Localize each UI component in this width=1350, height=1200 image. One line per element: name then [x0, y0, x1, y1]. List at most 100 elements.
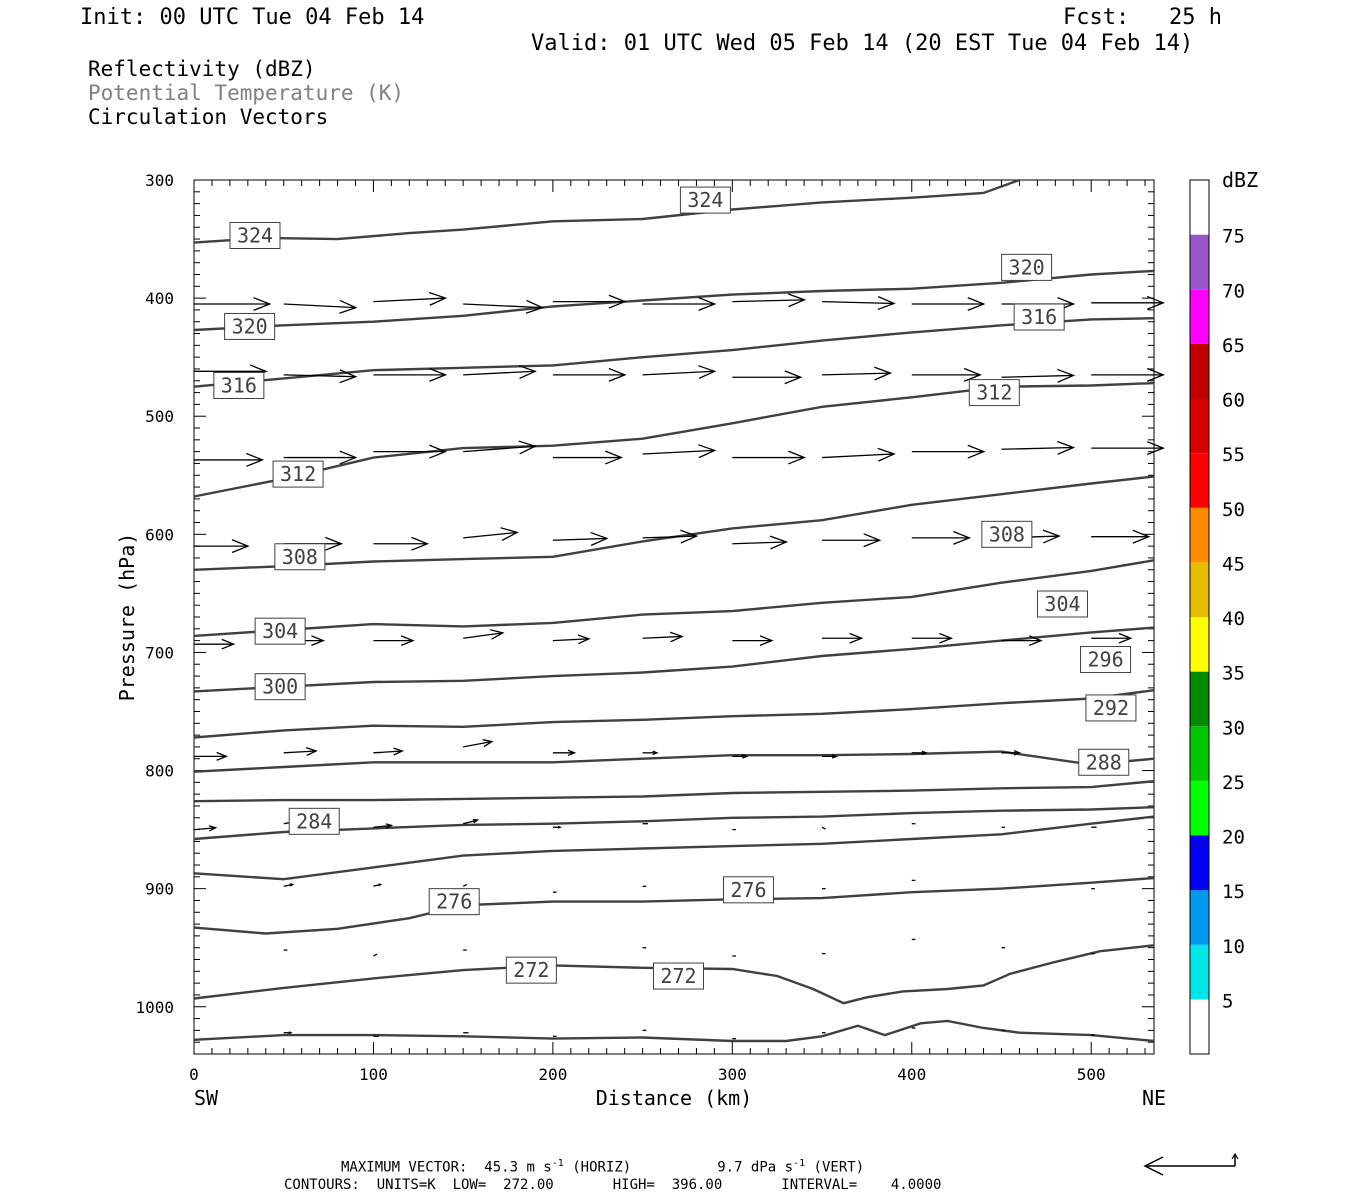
- isentrope-label-296: 296: [1080, 646, 1132, 674]
- vector-head: [698, 365, 717, 380]
- label-box: [288, 807, 340, 835]
- vector-shaft: [463, 303, 543, 309]
- circulation-vector: [283, 299, 358, 314]
- vector-head: [1146, 441, 1165, 456]
- colorbar-segment: [1190, 507, 1209, 563]
- isentrope-label-276: 276: [428, 888, 480, 916]
- circulation-vector: [732, 293, 807, 308]
- vector-head: [339, 369, 358, 384]
- x-tick-label: 500: [1077, 1065, 1106, 1084]
- vector-shaft: [552, 537, 607, 541]
- vector-head: [557, 825, 562, 829]
- max-vert-value: 9.7 dPa s: [717, 1159, 794, 1176]
- label-text: 276: [730, 878, 766, 902]
- x-tick-label: 100: [359, 1065, 388, 1084]
- vector-head: [339, 299, 358, 314]
- vector-shaft: [732, 299, 805, 303]
- isentrope-label-308: 308: [981, 520, 1033, 548]
- y-tick-label: 700: [145, 643, 174, 662]
- circulation-vector: [373, 635, 415, 646]
- vector-shaft: [822, 301, 895, 305]
- vector-head: [1146, 367, 1165, 382]
- vector-head: [288, 1031, 293, 1035]
- vector-head: [1042, 529, 1061, 544]
- vector-head: [698, 297, 717, 312]
- x-tick-label: 200: [538, 1065, 567, 1084]
- colorbar-segment: [1190, 453, 1209, 508]
- isentrope-label-284: 284: [288, 807, 340, 835]
- plot-frame: [193, 179, 1155, 1055]
- isentrope-label-316: 316: [213, 372, 265, 400]
- circulation-vector: [463, 818, 480, 825]
- label-box: [1080, 646, 1132, 674]
- vector-head: [339, 450, 358, 465]
- vector-head: [253, 297, 272, 312]
- isentrope-label-324: 324: [229, 222, 281, 250]
- circulation-vector: [821, 826, 826, 830]
- y-tick-label: 500: [145, 407, 174, 426]
- vector-head: [590, 531, 609, 546]
- vector-head: [784, 370, 803, 385]
- vector-shaft: [642, 535, 697, 539]
- circulation-vector: [732, 754, 749, 759]
- vector-head: [1013, 750, 1022, 756]
- colorbar-segment: [1190, 398, 1209, 454]
- isentrope-label-276: 276: [722, 876, 774, 904]
- isentrope-label-312: 312: [272, 460, 324, 488]
- vector-head: [874, 366, 893, 381]
- circulation-vector: [373, 291, 448, 306]
- vector-head: [429, 444, 448, 459]
- label-box: [428, 888, 480, 916]
- colorbar-segment: [1190, 234, 1209, 290]
- vector-head: [325, 536, 344, 551]
- label-text: 284: [296, 809, 332, 833]
- vector-shaft: [283, 750, 317, 754]
- isentrope-label-300: 300: [254, 673, 306, 701]
- vector-shaft: [373, 750, 403, 754]
- colorbar-label: 65: [1222, 335, 1245, 357]
- isentrope-label-304: 304: [1036, 590, 1088, 618]
- x-axis-title: Distance (km): [596, 1086, 753, 1110]
- circulation-vector: [283, 1031, 293, 1035]
- y-tick-label: 400: [145, 289, 174, 308]
- max-vector-label: MAXIMUM VECTOR:: [341, 1159, 468, 1176]
- label-text: 308: [282, 545, 318, 569]
- circulation-vector: [194, 539, 250, 554]
- label-text: 316: [221, 374, 257, 398]
- y-tick-label: 600: [145, 525, 174, 544]
- vector-shaft: [373, 953, 378, 957]
- isentrope-300: [193, 626, 1155, 693]
- label-text: 312: [976, 381, 1012, 405]
- colorbar-label: 60: [1222, 390, 1245, 412]
- vector-head: [605, 450, 624, 465]
- circulation-vector: [822, 632, 864, 644]
- vector-head: [1118, 632, 1133, 644]
- label-box: [722, 876, 774, 904]
- circulation-vector: [463, 527, 519, 542]
- y-tick-label: 900: [145, 880, 174, 899]
- forecast-hour: Fcst: 25 h: [1063, 5, 1222, 30]
- vector-head: [967, 444, 986, 459]
- vector-head: [759, 635, 774, 646]
- vector-shaft: [463, 632, 503, 639]
- vector-head: [877, 447, 896, 462]
- label-box: [1078, 748, 1130, 776]
- circulation-vector: [463, 299, 545, 314]
- circulation-vector: [822, 754, 839, 759]
- vector-head: [788, 450, 807, 465]
- vector-head: [411, 536, 430, 551]
- vector-shaft: [463, 531, 518, 539]
- x-tick-label: 400: [897, 1065, 926, 1084]
- vector-head: [490, 629, 505, 640]
- label-text: 300: [262, 675, 298, 699]
- circulation-vector: [911, 632, 954, 644]
- vector-head: [863, 533, 882, 548]
- vector-shaft: [1001, 374, 1074, 378]
- vector-shaft: [283, 303, 356, 309]
- label-text: 320: [1009, 255, 1045, 279]
- colorbar-label: 10: [1222, 936, 1245, 958]
- circulation-vector: [732, 535, 789, 550]
- vector-shaft: [642, 449, 715, 455]
- label-text: 276: [436, 890, 472, 914]
